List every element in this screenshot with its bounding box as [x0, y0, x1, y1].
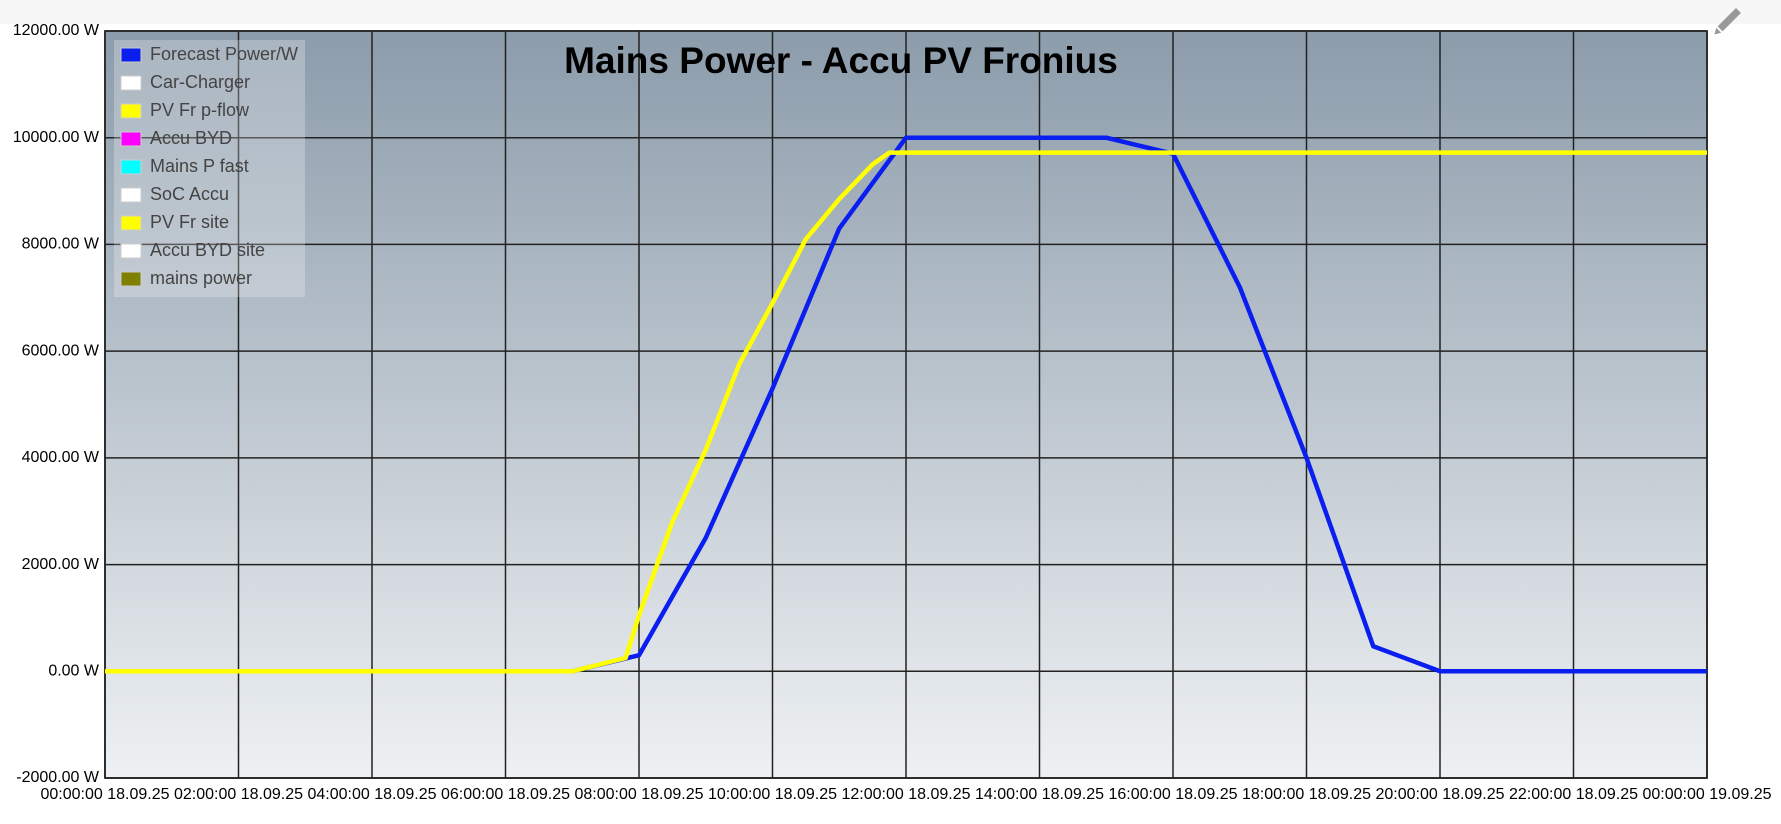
legend-label: mains power — [150, 268, 252, 288]
x-tick-label: 20:00:00 18.09.25 — [1375, 786, 1504, 803]
legend-swatch — [120, 243, 142, 259]
y-tick-label: 8000.00 W — [22, 236, 100, 253]
y-tick-label: 4000.00 W — [22, 449, 100, 466]
y-tick-label: 10000.00 W — [13, 129, 100, 146]
legend-label: Accu BYD — [150, 128, 232, 148]
y-tick-label: 12000.00 W — [13, 22, 100, 39]
x-tick-label: 08:00:00 18.09.25 — [574, 786, 703, 803]
x-tick-label: 16:00:00 18.09.25 — [1108, 786, 1237, 803]
legend-swatch — [120, 131, 142, 147]
legend: Forecast Power/W Car-Charger PV Fr p-flow A… — [114, 40, 305, 297]
legend-label: Car-Charger — [150, 72, 250, 92]
legend-swatch — [120, 215, 142, 231]
legend-box — [114, 40, 305, 297]
legend-label: Mains P fast — [150, 156, 249, 176]
legend-swatch — [120, 187, 142, 203]
legend-swatch — [120, 271, 142, 287]
x-tick-label: 14:00:00 18.09.25 — [975, 786, 1104, 803]
x-tick-label: 00:00:00 18.09.25 — [40, 786, 169, 803]
series-line — [105, 150, 1707, 674]
x-tick-label: 10:00:00 18.09.25 — [708, 786, 837, 803]
legend-label: SoC Accu — [150, 184, 229, 204]
legend-swatch — [120, 47, 142, 63]
y-tick-label: 6000.00 W — [22, 342, 100, 359]
x-tick-label: 18:00:00 18.09.25 — [1242, 786, 1371, 803]
x-tick-label: 00:00:00 19.09.25 — [1642, 786, 1771, 803]
legend-swatch — [120, 159, 142, 175]
edit-icon[interactable] — [1712, 8, 1741, 37]
legend-swatch — [120, 103, 142, 119]
legend-label: Forecast Power/W — [150, 44, 298, 64]
lines — [105, 135, 1707, 674]
x-tick-label: 12:00:00 18.09.25 — [841, 786, 970, 803]
legend-label: Accu BYD site — [150, 240, 265, 260]
y-tick-label: 2000.00 W — [22, 556, 100, 573]
chart-title: Mains Power - Accu PV Fronius — [564, 40, 1118, 81]
x-tick-label: 22:00:00 18.09.25 — [1509, 786, 1638, 803]
grid — [104, 30, 1708, 779]
y-tick-label: -2000.00 W — [16, 769, 100, 786]
x-tick-label: 06:00:00 18.09.25 — [441, 786, 570, 803]
top-bar — [0, 0, 1781, 24]
legend-label: PV Fr site — [150, 212, 229, 232]
x-tick-label: 02:00:00 18.09.25 — [174, 786, 303, 803]
series-line — [105, 135, 1707, 674]
x-tick-label: 04:00:00 18.09.25 — [307, 786, 436, 803]
legend-swatch — [120, 75, 142, 91]
legend-label: PV Fr p-flow — [150, 100, 250, 120]
y-tick-label: 0.00 W — [48, 663, 100, 680]
